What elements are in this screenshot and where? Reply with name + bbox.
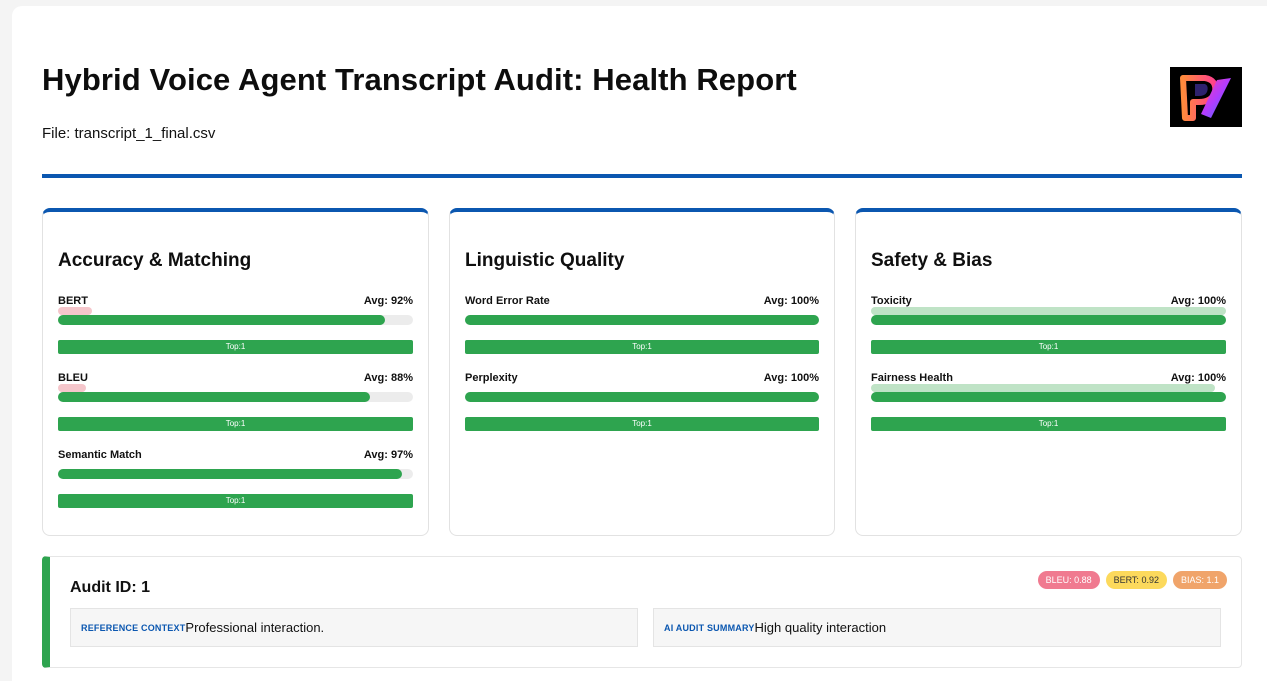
- card-title: Safety & Bias: [871, 250, 993, 271]
- top-bar: Top:1: [58, 417, 413, 431]
- top-bar: Top:1: [871, 417, 1226, 431]
- progress-track: [58, 315, 413, 325]
- bleu-badge: BLEU: 0.88: [1037, 571, 1100, 589]
- reference-context-label: REFERENCE CONTEXT: [81, 622, 186, 633]
- metric-name: BLEU: [58, 372, 88, 384]
- metric-semantic-match: Semantic Match Avg: 97% Top:1: [58, 449, 413, 519]
- card-linguistic: Linguistic Quality Word Error Rate Avg: …: [449, 208, 835, 536]
- metric-name: Word Error Rate: [465, 295, 550, 307]
- score-badges: BLEU: 0.88 BERT: 0.92 BIAS: 1.1: [1037, 571, 1227, 589]
- progress-fill: [58, 469, 403, 479]
- metric-name: Fairness Health: [871, 372, 953, 384]
- top-bar: Top:1: [871, 340, 1226, 354]
- progress-fill: [58, 392, 371, 402]
- report-page: Hybrid Voice Agent Transcript Audit: Hea…: [12, 6, 1267, 681]
- progress-fill: [465, 392, 819, 402]
- reference-context-box: REFERENCE CONTEXT Professional interacti…: [70, 608, 638, 647]
- mini-indicator: [871, 307, 1226, 315]
- metric-word-error-rate: Word Error Rate Avg: 100% Top:1: [465, 295, 819, 365]
- ai-audit-summary-label: AI AUDIT SUMMARY: [664, 622, 755, 633]
- mini-indicator: [58, 384, 86, 392]
- mini-indicator: [871, 384, 1216, 392]
- ai-audit-summary-text: High quality interaction: [754, 620, 887, 635]
- metric-bleu: BLEU Avg: 88% Top:1: [58, 372, 413, 442]
- audit-id: Audit ID: 1: [70, 579, 150, 596]
- metric-avg: Avg: 100%: [1170, 295, 1226, 307]
- metric-avg: Avg: 100%: [763, 295, 819, 307]
- card-title: Accuracy & Matching: [58, 250, 252, 271]
- progress-fill: [58, 315, 385, 325]
- card-safety: Safety & Bias Toxicity Avg: 100% Top:1 F…: [855, 208, 1242, 536]
- mini-indicator: [58, 307, 92, 315]
- audit-panel: Audit ID: 1 BLEU: 0.88 BERT: 0.92 BIAS: …: [42, 556, 1242, 668]
- progress-fill: [871, 315, 1226, 325]
- metric-avg: Avg: 92%: [363, 295, 413, 307]
- metric-fairness-health: Fairness Health Avg: 100% Top:1: [871, 372, 1226, 442]
- progress-track: [58, 392, 413, 402]
- metric-name: Toxicity: [871, 295, 912, 307]
- progress-track: [871, 392, 1226, 402]
- page-title: Hybrid Voice Agent Transcript Audit: Hea…: [42, 62, 797, 97]
- metric-perplexity: Perplexity Avg: 100% Top:1: [465, 372, 819, 442]
- metric-name: Perplexity: [465, 372, 518, 384]
- top-bar: Top:1: [465, 340, 819, 354]
- top-bar: Top:1: [465, 417, 819, 431]
- progress-track: [871, 315, 1226, 325]
- ai-audit-summary-box: AI AUDIT SUMMARY High quality interactio…: [653, 608, 1221, 647]
- metric-avg: Avg: 100%: [763, 372, 819, 384]
- progress-track: [465, 392, 819, 402]
- top-bar: Top:1: [58, 340, 413, 354]
- metric-name: Semantic Match: [58, 449, 142, 461]
- progress-track: [58, 469, 413, 479]
- progress-fill: [465, 315, 819, 325]
- top-bar: Top:1: [58, 494, 413, 508]
- bias-badge: BIAS: 1.1: [1172, 571, 1227, 589]
- progress-track: [465, 315, 819, 325]
- metric-name: BERT: [58, 295, 88, 307]
- card-title: Linguistic Quality: [465, 250, 625, 271]
- metric-avg: Avg: 100%: [1170, 372, 1226, 384]
- progress-fill: [871, 392, 1226, 402]
- metric-avg: Avg: 88%: [363, 372, 413, 384]
- reference-context-text: Professional interaction.: [185, 620, 325, 635]
- header-divider: [42, 174, 1242, 178]
- metric-bert: BERT Avg: 92% Top:1: [58, 295, 413, 365]
- bert-badge: BERT: 0.92: [1105, 571, 1167, 589]
- card-accuracy: Accuracy & Matching BERT Avg: 92% Top:1 …: [42, 208, 429, 536]
- metric-toxicity: Toxicity Avg: 100% Top:1: [871, 295, 1226, 365]
- rv-logo-icon: [1170, 67, 1242, 127]
- metric-avg: Avg: 97%: [363, 449, 413, 461]
- file-name: File: transcript_1_final.csv: [42, 125, 216, 142]
